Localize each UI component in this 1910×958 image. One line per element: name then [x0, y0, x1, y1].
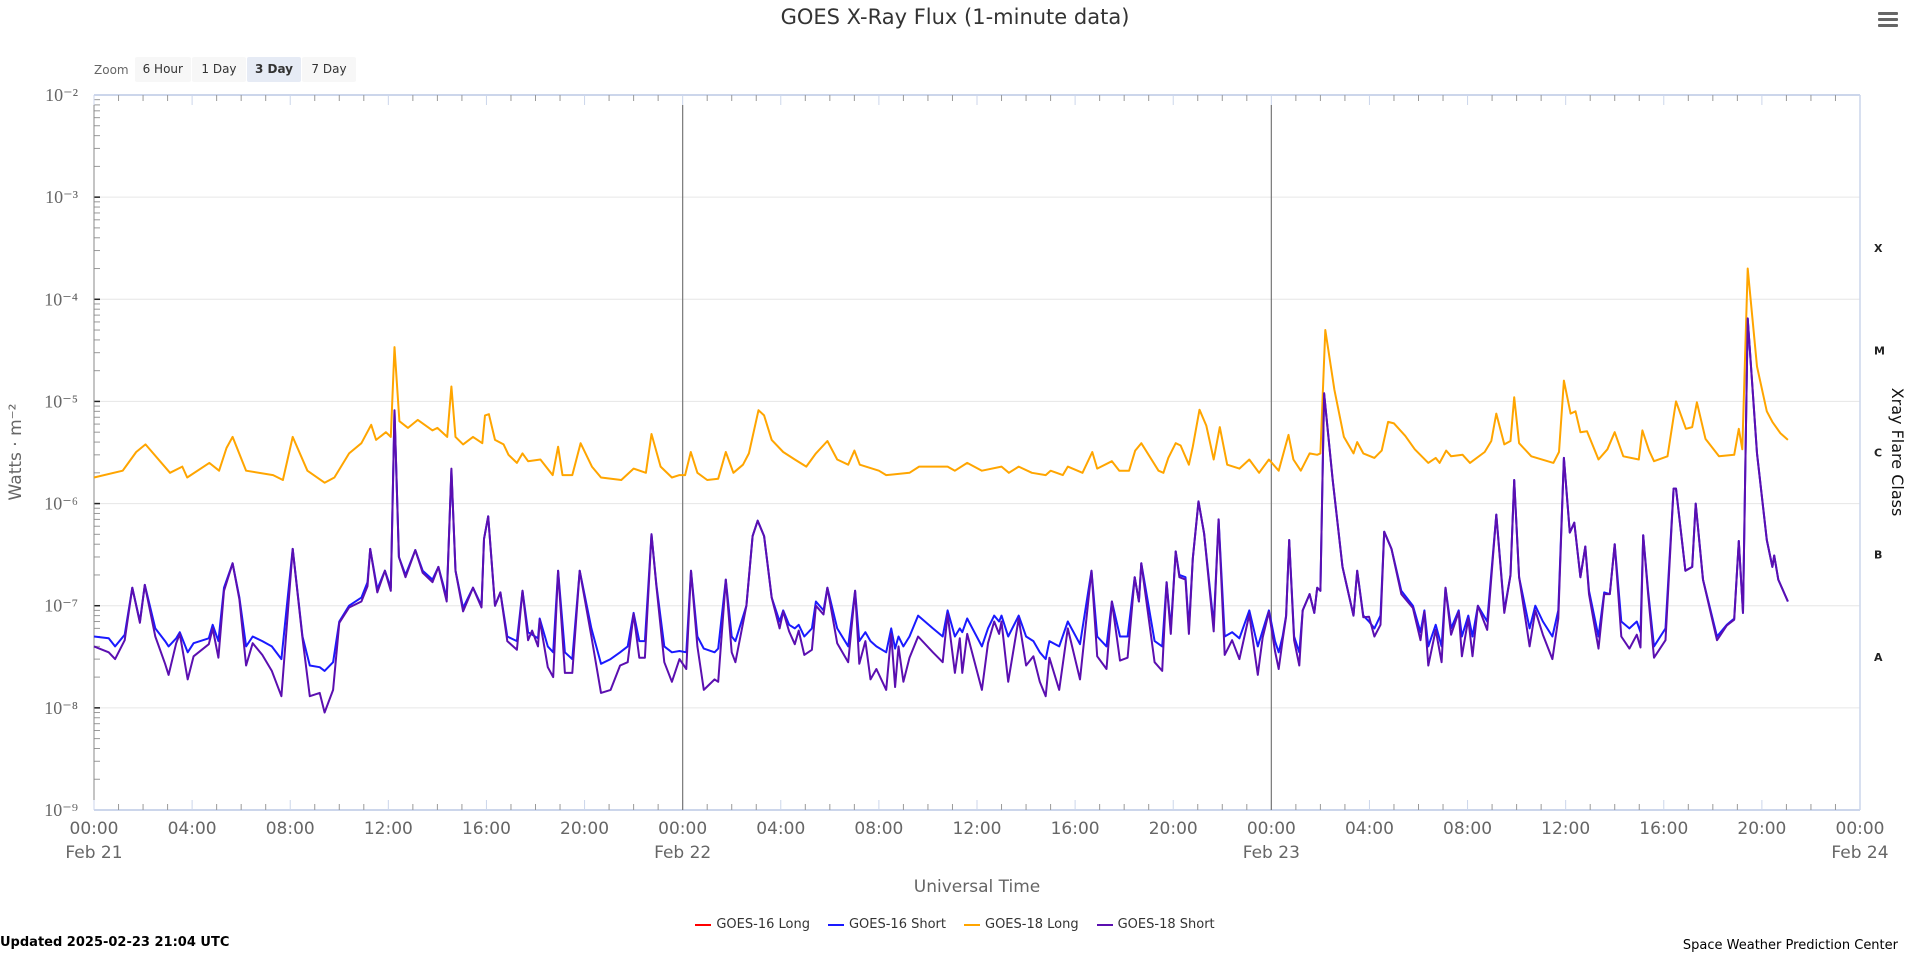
x-tick-label: 20:00 — [1737, 819, 1786, 839]
zoom-6-hour-button[interactable]: 6 Hour — [134, 57, 191, 82]
x-date-label: Feb 24 — [1831, 843, 1888, 863]
x-tick-label: 12:00 — [364, 819, 413, 839]
hamburger-menu-icon[interactable] — [1878, 12, 1898, 30]
legend-swatch — [964, 923, 980, 926]
x-tick-label: 04:00 — [168, 819, 217, 839]
x-tick-label: 16:00 — [462, 819, 511, 839]
x-tick-label: 00:00 — [1836, 819, 1885, 839]
updated-timestamp: Updated 2025-02-23 21:04 UTC — [0, 935, 230, 950]
x-tick-label: 16:00 — [1051, 819, 1100, 839]
y-tick-label: 10⁻² — [45, 85, 78, 105]
legend-swatch — [695, 923, 712, 926]
flare-class-label: C — [1874, 447, 1882, 460]
flare-class-label: B — [1874, 549, 1882, 562]
zoom-7-day-button[interactable]: 7 Day — [302, 57, 356, 82]
legend-label: GOES-16 Long — [716, 917, 810, 932]
legend-label: GOES-18 Short — [1117, 917, 1215, 932]
x-tick-label: 20:00 — [560, 819, 609, 839]
y-tick-label: 10⁻⁹ — [44, 800, 78, 820]
zoom-label: Zoom — [94, 62, 129, 77]
zoom-3-day-button[interactable]: 3 Day — [246, 57, 301, 82]
x-date-label: Feb 21 — [65, 843, 122, 863]
x-tick-label: 12:00 — [1541, 819, 1590, 839]
credit-text: Space Weather Prediction Center — [1682, 938, 1898, 953]
chart-title: GOES X-Ray Flux (1-minute data) — [780, 5, 1130, 29]
legend-item-goes16-short[interactable]: GOES-16 Short — [827, 917, 946, 932]
x-tick-label: 16:00 — [1639, 819, 1688, 839]
x-tick-label: 04:00 — [1345, 819, 1394, 839]
x-tick-label: 04:00 — [756, 819, 805, 839]
legend-item-goes18-short[interactable]: GOES-18 Short — [1096, 917, 1215, 932]
flare-class-label: A — [1874, 651, 1883, 664]
y-tick-label: 10⁻³ — [45, 187, 79, 207]
legend-swatch — [827, 923, 844, 926]
flare-class-label: M — [1874, 344, 1885, 357]
x-tick-label: 00:00 — [658, 819, 707, 839]
y2-axis-title: Xray Flare Class — [1888, 388, 1907, 517]
x-tick-label: 12:00 — [953, 819, 1002, 839]
x-tick-label: 00:00 — [1247, 819, 1296, 839]
y-tick-label: 10⁻⁸ — [44, 698, 78, 718]
zoom-range-selector: Zoom 6 Hour 1 Day 3 Day 7 Day — [94, 57, 357, 82]
x-date-label: Feb 22 — [654, 843, 711, 863]
x-tick-label: 08:00 — [1443, 819, 1492, 839]
series-line-goes-18-long — [93, 267, 1789, 484]
x-tick-label: 08:00 — [854, 819, 903, 839]
y-tick-label: 10⁻⁷ — [44, 596, 78, 616]
legend-item-goes18-long[interactable]: GOES-18 Long — [964, 917, 1079, 932]
x-tick-label: 08:00 — [266, 819, 315, 839]
y-axis-title: Watts · m⁻² — [6, 404, 26, 501]
legend-label: GOES-16 Short — [848, 917, 946, 932]
x-axis-title: Universal Time — [914, 877, 1040, 897]
y-tick-label: 10⁻⁴ — [44, 289, 78, 309]
flare-class-label: X — [1874, 242, 1883, 255]
chart-legend: GOES-16 Long GOES-16 Short GOES-18 Long … — [0, 917, 1910, 932]
x-date-label: Feb 23 — [1243, 843, 1300, 863]
legend-item-goes16-long[interactable]: GOES-16 Long — [695, 917, 810, 932]
legend-label: GOES-18 Long — [985, 917, 1079, 932]
legend-swatch — [1096, 923, 1113, 926]
x-tick-label: 20:00 — [1149, 819, 1198, 839]
y-tick-label: 10⁻⁶ — [44, 494, 78, 514]
y-tick-label: 10⁻⁵ — [44, 391, 78, 411]
series-line-goes-18-short — [93, 317, 1789, 714]
zoom-1-day-button[interactable]: 1 Day — [191, 57, 246, 82]
x-tick-label: 00:00 — [70, 819, 119, 839]
